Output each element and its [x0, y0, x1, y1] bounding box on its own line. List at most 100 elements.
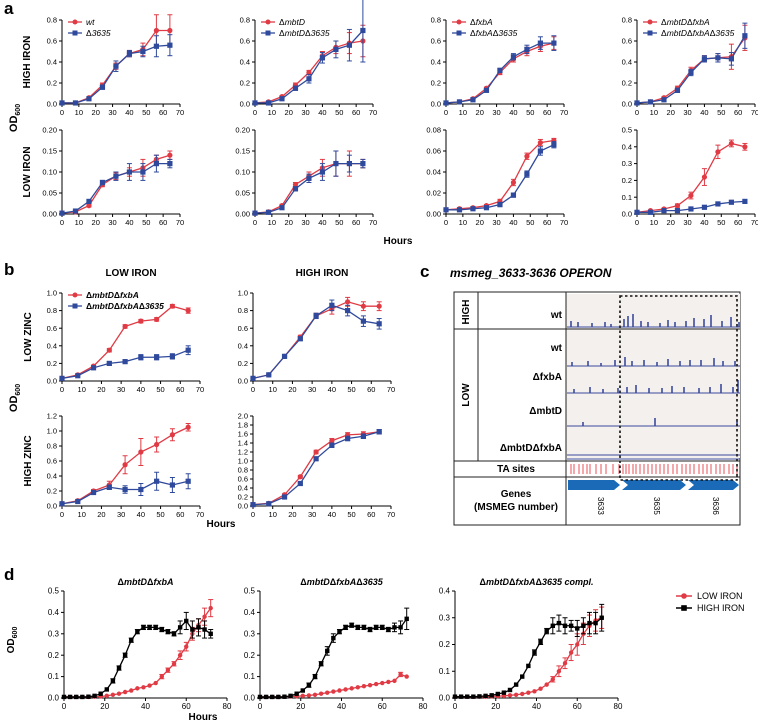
data-point [169, 353, 175, 359]
x-tick-label: 0 [444, 218, 448, 227]
x-tick-label: 60 [176, 385, 184, 394]
data-point [313, 449, 319, 455]
x-tick-label: 40 [328, 385, 336, 394]
data-point [325, 690, 330, 695]
x-tick-label: 20 [285, 108, 293, 117]
data-point [355, 685, 360, 690]
data-point [306, 69, 312, 76]
x-tick-label: 50 [526, 218, 534, 227]
data-point [647, 99, 654, 105]
x-tick-label: 40 [700, 108, 708, 117]
y-tick-label: 0.00 [42, 210, 57, 219]
data-point [154, 316, 160, 322]
data-point [634, 209, 640, 215]
data-point [167, 27, 173, 34]
y-tick-label: 0.8 [47, 442, 57, 451]
data-point [138, 486, 144, 493]
track-label-low-wt: wt [550, 343, 563, 354]
data-point [343, 625, 348, 630]
data-point [361, 625, 367, 630]
data-point [581, 623, 586, 628]
data-point [456, 207, 463, 213]
data-point [138, 449, 144, 455]
y-tick-label: 0.0 [238, 377, 248, 386]
y-tick-label: 0.4 [238, 484, 248, 493]
charts-layer: 0.00.20.40.60.80 10 20 30 40 50 60 70wtΔ3635HIG… [22, 0, 758, 711]
data-point [343, 687, 348, 692]
data-point [202, 614, 207, 619]
a-ylabel: OD600 [8, 104, 22, 132]
legend-marker [265, 30, 271, 36]
operon-panel: msmeg_3633-3636 OPERON HIGH LOW wt wt Δf… [450, 266, 741, 526]
data-point [126, 169, 133, 175]
legend-label: ΔmbtDΔfxbAΔ3635 [661, 28, 735, 38]
legend-label: ΔfxbAΔ3635 [470, 28, 518, 38]
x-tick-label: 50 [156, 510, 164, 519]
y-tick-label: 0.0 [622, 210, 632, 219]
data-point [742, 198, 748, 204]
legend-marker [72, 30, 78, 36]
data-point [319, 169, 326, 175]
legend-marker [265, 19, 271, 25]
data-point [526, 663, 531, 669]
y-tick-label: 1.2 [47, 412, 57, 421]
x-tick-label: 40 [318, 218, 326, 227]
x-tick-label: 30 [492, 108, 500, 117]
gene-label-3636: 3636 [711, 497, 720, 515]
data-point [86, 203, 92, 209]
x-tick-label: 50 [335, 218, 343, 227]
y-tick-label: 0.6 [431, 37, 441, 46]
x-tick-label: 10 [459, 108, 467, 117]
data-point [318, 661, 324, 666]
data-point [501, 690, 507, 695]
data-point [282, 694, 287, 699]
series-Δ3635 [59, 34, 173, 106]
data-point [380, 625, 385, 630]
x-tick-label: 0 [60, 385, 64, 394]
legend-label: ΔmbtDΔfxbA [661, 17, 710, 27]
data-point [599, 615, 604, 620]
x-tick-label: 40 [318, 108, 326, 117]
x-tick-label: 10 [75, 108, 83, 117]
chart-a8: 0.0 0.1 0.2 0.3 0.4 0.5 0 10 20 30 40 50 60 70 [622, 126, 758, 227]
x-tick-label: 40 [509, 218, 517, 227]
data-point [75, 498, 81, 505]
y-tick-label: 0.5 [244, 587, 256, 596]
data-point [185, 478, 191, 484]
x-tick-label: 70 [751, 108, 758, 117]
data-point [250, 375, 256, 381]
data-point [337, 688, 342, 693]
x-tick-label: 70 [387, 510, 395, 519]
series-line [61, 154, 171, 214]
y-tick-label: 0.02 [426, 189, 441, 198]
data-point [483, 87, 490, 93]
y-tick-label: 0.0 [48, 694, 60, 703]
data-point [306, 693, 312, 698]
data-point [367, 627, 373, 632]
x-tick-label: 10 [650, 218, 658, 227]
x-tick-label: 30 [683, 218, 691, 227]
data-point [331, 689, 336, 694]
data-point [551, 40, 557, 46]
series-wt [59, 150, 173, 216]
y-tick-label: 0.4 [431, 58, 441, 67]
data-point [346, 161, 352, 167]
data-point [497, 201, 503, 208]
chart-a2: 0.0 0.2 0.4 0.6 0.8 0 10 20 30 40 50 60 70 ΔmbtDΔmbtD… [240, 0, 377, 117]
legend-marker [647, 30, 653, 36]
data-point [122, 689, 128, 695]
data-point [367, 682, 373, 688]
a-xlabel: Hours [384, 236, 413, 247]
data-point [392, 625, 397, 630]
x-tick-label: 60 [573, 702, 582, 711]
series-ΔfxbAΔ3635 [443, 141, 557, 213]
y-tick-label: 0.2 [439, 640, 451, 649]
data-point [122, 653, 128, 658]
x-tick-label: 20 [667, 218, 675, 227]
y-tick-label: 0.2 [238, 359, 248, 368]
chart-d2: 0.0 0.1 0.2 0.3 0.4 0.5 0 20 40 60 80 ΔmbtDΔfxbAΔ36… [244, 577, 428, 711]
data-point [279, 205, 285, 211]
data-point [165, 629, 171, 634]
y-tick-label: 0.15 [42, 147, 57, 156]
